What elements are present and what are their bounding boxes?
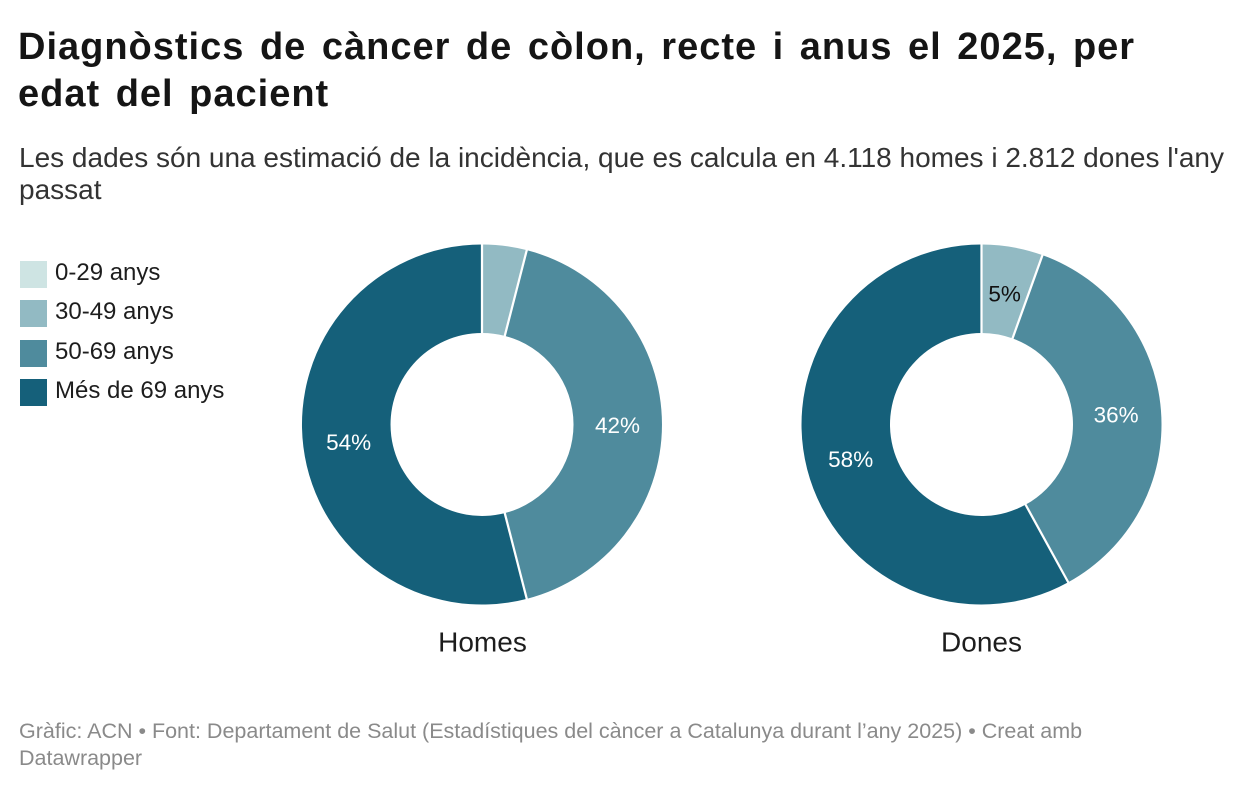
svg-text:5%: 5%	[988, 282, 1021, 307]
svg-text:Homes: Homes	[438, 627, 527, 658]
svg-text:42%: 42%	[595, 413, 640, 438]
svg-text:58%: 58%	[828, 447, 873, 472]
svg-text:36%: 36%	[1094, 403, 1139, 428]
svg-text:54%: 54%	[326, 430, 371, 455]
svg-text:Dones: Dones	[941, 627, 1022, 658]
